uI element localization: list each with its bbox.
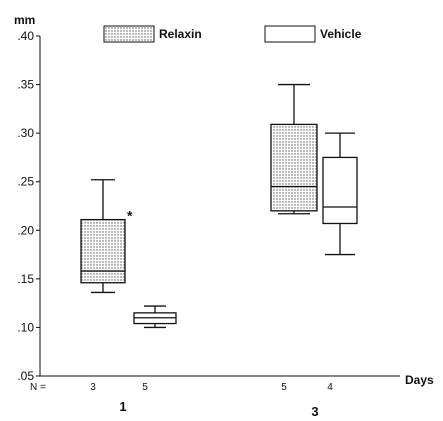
n-prefix-label: N = (30, 382, 46, 393)
legend-swatch-vehicle (264, 25, 316, 43)
iqr-box (322, 156, 358, 225)
y-tick-label: .20 (17, 223, 34, 237)
legend-label-relaxin: Relaxin (159, 27, 202, 41)
y-tick-label: .10 (17, 320, 34, 334)
boxes: 3*5 5 4 (80, 83, 358, 393)
x-axis-unit: Days (405, 373, 434, 387)
iqr-box (270, 123, 318, 212)
n-count-label: 3 (90, 382, 96, 393)
legend-label-vehicle: Vehicle (320, 27, 362, 41)
group-label-1: 1 (119, 399, 126, 414)
y-tick-label: .35 (17, 78, 34, 92)
y-tick-label: .05 (17, 369, 34, 383)
n-count-label: 5 (142, 382, 148, 393)
iqr-box (80, 218, 126, 284)
box-group-1-vehicle: 5 (133, 305, 177, 393)
n-count-label: 5 (281, 382, 287, 393)
y-ticks: .05 .10 .15 .20 .25 .30 .35 .40 (17, 29, 40, 383)
y-tick-label: .15 (17, 272, 34, 286)
box-group-3-vehicle: 4 (322, 132, 358, 393)
group-label-3: 3 (311, 404, 318, 419)
legend-swatch-relaxin (103, 25, 155, 43)
box-group-1-relaxin: 3* (80, 179, 133, 393)
significance-annotation: * (127, 208, 133, 224)
y-tick-label: .40 (17, 29, 34, 43)
y-tick-label: .30 (17, 126, 34, 140)
legend: Relaxin Vehicle (103, 25, 362, 43)
y-axis-unit: mm (14, 13, 35, 27)
y-tick-label: .25 (17, 175, 34, 189)
box-group-3-relaxin: 5 (270, 83, 318, 393)
n-count-label: 4 (327, 382, 333, 393)
